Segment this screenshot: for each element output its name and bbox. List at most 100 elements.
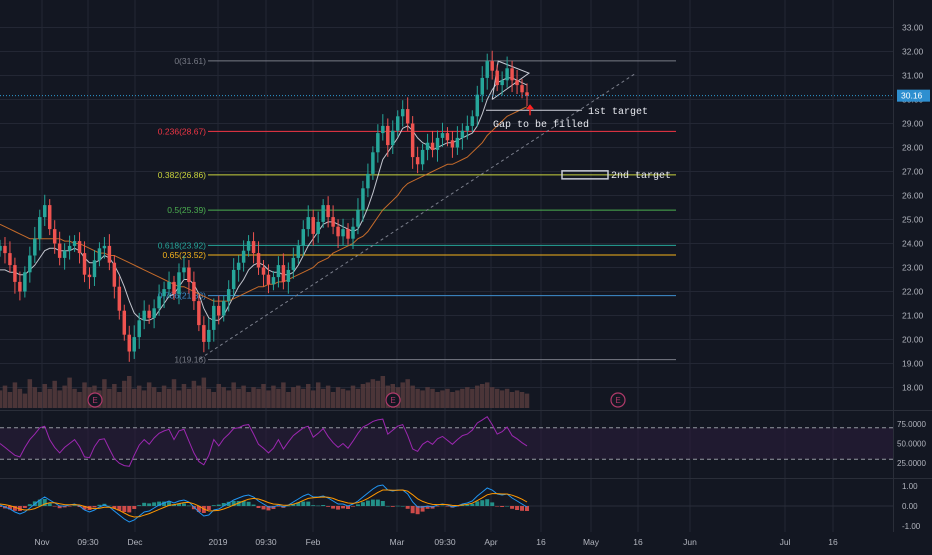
volume-bar: [350, 385, 356, 408]
candle-body: [296, 245, 301, 258]
macd-histogram-bar: [485, 499, 490, 506]
volume-bar: [22, 393, 28, 408]
candle-body: [400, 109, 405, 117]
macd-histogram-bar: [395, 505, 400, 507]
earnings-marker[interactable]: E: [385, 392, 401, 408]
candle-body: [92, 260, 97, 278]
candle: [376, 124, 380, 163]
candle-body: [475, 94, 480, 117]
signal-line: [0, 489, 528, 518]
volume-bar: [236, 388, 241, 408]
macd-histogram-bar: [62, 506, 67, 508]
candle-body: [28, 255, 32, 273]
volume-bar: [325, 385, 331, 408]
candle: [8, 241, 12, 273]
volume-bar: [27, 379, 33, 408]
current-price-label: 30.16: [901, 91, 923, 101]
candle-body: [361, 188, 365, 210]
candle-body: [137, 320, 141, 338]
volume-bar: [315, 382, 321, 408]
macd-histogram-bar: [525, 506, 529, 511]
candle-body: [167, 281, 171, 290]
ascending-trendline[interactable]: [199, 72, 637, 360]
candle-body: [256, 253, 261, 268]
earnings-marker-label: E: [615, 396, 620, 405]
candle-body: [410, 123, 415, 158]
price-axis[interactable]: 33.0032.0031.0030.0029.0028.0027.0026.00…: [0, 23, 930, 532]
candle: [386, 118, 390, 157]
candle: [435, 130, 440, 162]
macd-histogram-bar: [37, 499, 42, 506]
macd-histogram-bar: [355, 504, 360, 506]
macd-histogram-bar: [316, 505, 321, 507]
candle-body: [221, 301, 226, 316]
triangle-pattern[interactable]: [491, 60, 531, 100]
time-axis[interactable]: Nov 09:30 Dec 2019 09:30 Feb Mar 09:30 Apr 16 May 1…: [34, 537, 838, 547]
volume-bar: [52, 380, 57, 408]
candle-body: [286, 269, 291, 282]
volume-bar: [509, 392, 515, 408]
earnings-marker[interactable]: E: [87, 392, 103, 408]
candle: [52, 220, 57, 254]
price-tick-label: 32.00: [902, 47, 924, 57]
volume-bar: [226, 390, 231, 408]
candle-body: [376, 133, 380, 153]
candle-body: [520, 85, 524, 93]
fib-level-label: 0.5(25.39): [167, 205, 206, 215]
macd-histogram-bar: [510, 506, 515, 509]
candle: [0, 239, 2, 257]
macd-histogram-bar: [206, 506, 211, 510]
candle: [157, 284, 161, 316]
volume-bar: [430, 388, 435, 408]
volume-bar: [122, 380, 127, 408]
price-tick-label: 28.00: [902, 143, 924, 153]
volume-bar: [266, 390, 271, 408]
candle-body: [162, 289, 166, 297]
macd-histogram-bar: [500, 506, 505, 507]
volume-bar: [37, 392, 43, 408]
time-tick-label: Mar: [390, 537, 405, 547]
time-tick-label: 16: [828, 537, 838, 547]
candle: [336, 219, 340, 249]
candle: [23, 266, 27, 298]
candle-body: [246, 241, 251, 251]
volume-bar: [440, 390, 445, 408]
second-target-box[interactable]: [561, 170, 609, 180]
fibonacci-retracement[interactable]: 0(31.61) 0.236(28.67) 0.382(26.86) 0.5(25.3…: [158, 56, 676, 365]
candle: [92, 249, 97, 286]
macd-histogram-bar: [251, 504, 256, 506]
volume-bar: [77, 392, 82, 408]
candle: [420, 143, 425, 171]
candle-body: [3, 245, 7, 254]
volume-bar: [519, 392, 525, 408]
candle-body: [395, 116, 400, 131]
candle: [251, 232, 256, 264]
candle: [505, 56, 509, 88]
candle: [43, 194, 47, 226]
price-tick-label: 27.00: [902, 167, 924, 177]
volume-bar: [246, 392, 251, 408]
earnings-marker[interactable]: E: [610, 392, 626, 408]
macd-histogram-bar: [520, 506, 525, 511]
volume-bar: [499, 390, 505, 408]
trendline[interactable]: [199, 60, 637, 360]
candle-body: [212, 305, 216, 330]
macd-histogram-bar: [221, 503, 226, 506]
volume-bar: [271, 385, 276, 408]
candle: [425, 133, 430, 161]
volume-bar: [306, 384, 311, 408]
volume-bar: [7, 392, 13, 408]
price-tick-label: 20.00: [902, 335, 924, 345]
candle: [172, 275, 176, 300]
candle: [465, 115, 470, 140]
rsi-band: [0, 427, 893, 460]
moving-average-slow: [0, 106, 528, 302]
candle: [460, 123, 465, 150]
candle: [28, 246, 32, 283]
fib-level-label: 1(19.16): [174, 355, 206, 365]
candle-body: [485, 61, 489, 78]
macd-histogram-bar: [47, 503, 52, 506]
